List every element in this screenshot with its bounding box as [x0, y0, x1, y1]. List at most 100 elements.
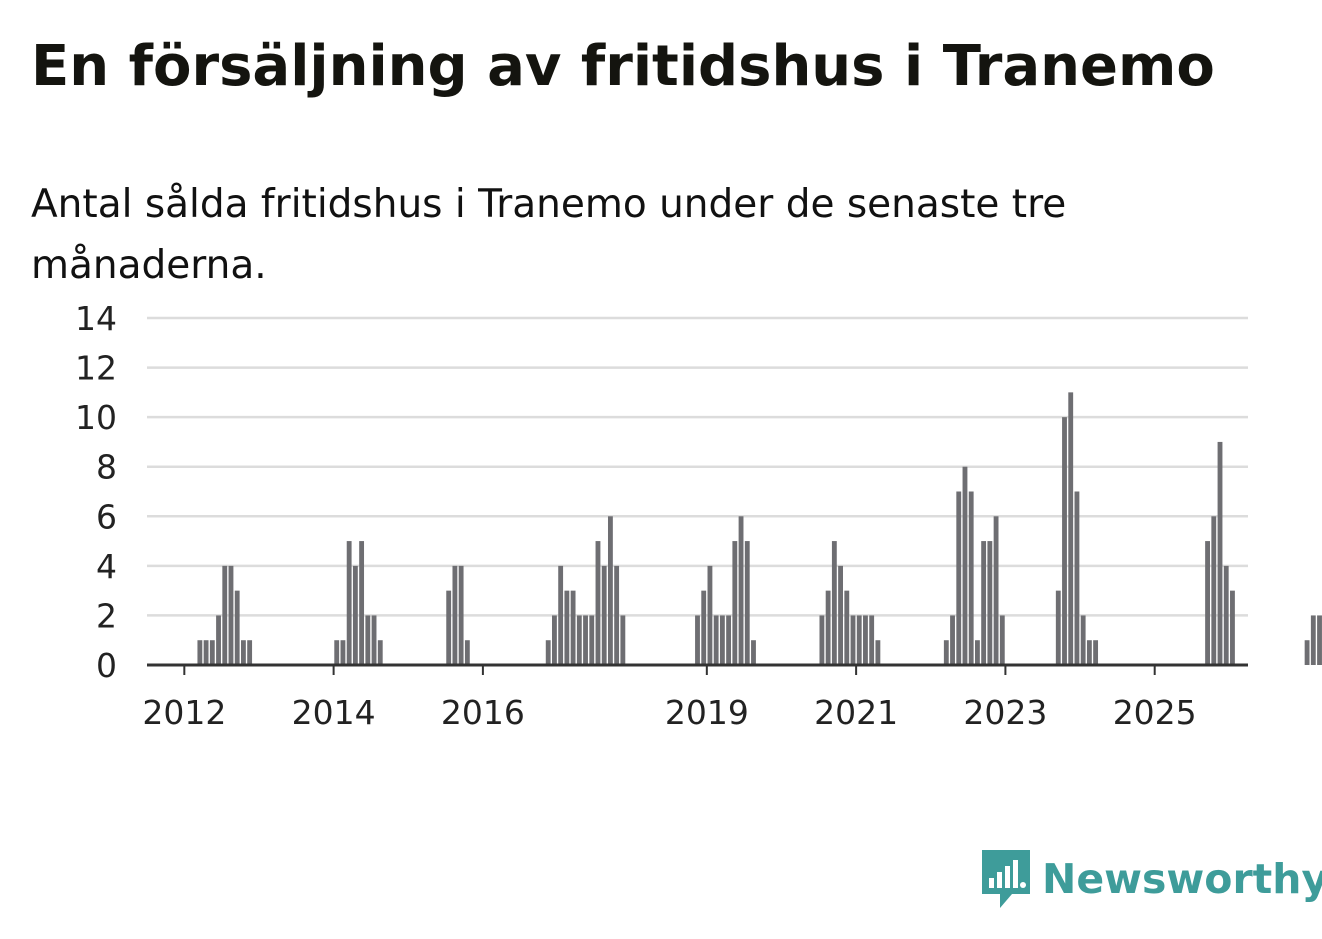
bar — [589, 615, 595, 665]
bar — [545, 640, 551, 665]
bar — [216, 615, 221, 665]
bar — [744, 541, 750, 665]
newsworthy-logo-icon — [982, 850, 1030, 908]
bar — [570, 590, 576, 665]
bar — [558, 565, 564, 665]
bar — [981, 541, 987, 665]
bar — [707, 565, 713, 665]
x-tick-label: 2021 — [814, 693, 898, 732]
newsworthy-logo: Newsworthy — [980, 848, 1322, 910]
bar — [601, 565, 607, 665]
bar — [831, 541, 837, 665]
bar — [209, 640, 215, 665]
bar — [974, 640, 980, 665]
bar — [1062, 417, 1067, 665]
bar — [726, 615, 732, 665]
bar — [732, 541, 738, 665]
bar — [240, 640, 246, 665]
bar — [576, 615, 582, 665]
bar — [1086, 640, 1092, 665]
x-tick-label: 2014 — [292, 693, 376, 732]
bar — [346, 541, 352, 665]
bar — [1230, 590, 1235, 665]
bar — [1055, 590, 1061, 665]
y-tick-label: 14 — [75, 299, 117, 338]
bar — [377, 640, 383, 665]
x-tick-label: 2012 — [142, 693, 226, 732]
chart-subtitle: Antal sålda fritidshus i Tranemo under d… — [31, 182, 1067, 288]
newsworthy-logo-text: Newsworthy — [1042, 855, 1322, 903]
bar — [340, 640, 346, 665]
bar — [956, 491, 962, 665]
y-tick-label: 6 — [96, 497, 117, 536]
bar — [856, 615, 862, 665]
chart-title: En försäljning av fritidshus i Tranemo — [31, 34, 1215, 99]
bar — [701, 590, 707, 665]
bar — [564, 590, 570, 665]
bar — [875, 640, 881, 665]
bar — [247, 640, 253, 665]
bar — [968, 491, 974, 665]
bar — [751, 640, 756, 665]
bar — [234, 590, 240, 665]
bar — [228, 565, 234, 665]
bar — [838, 565, 843, 665]
bar — [359, 541, 365, 665]
bar — [993, 516, 999, 665]
bar — [365, 615, 371, 665]
bar — [1068, 392, 1074, 665]
bar — [620, 615, 626, 665]
y-tick-label: 10 — [75, 398, 117, 437]
bar — [1205, 541, 1210, 665]
bar — [1317, 615, 1322, 665]
bar — [950, 615, 955, 665]
bar — [1093, 640, 1099, 665]
bar — [452, 565, 458, 665]
bar — [863, 615, 868, 665]
bar — [197, 640, 203, 665]
bar — [850, 615, 856, 665]
bar — [352, 565, 358, 665]
bar — [614, 565, 620, 665]
bar — [1217, 441, 1223, 665]
bar — [738, 516, 744, 665]
bar — [334, 640, 340, 665]
bar — [999, 615, 1005, 665]
bar — [607, 516, 613, 665]
x-tick-label: 2023 — [963, 693, 1047, 732]
bar — [446, 590, 452, 665]
bar — [203, 640, 209, 665]
bar — [458, 565, 464, 665]
x-tick-label: 2019 — [665, 693, 749, 732]
bar — [1211, 516, 1217, 665]
y-tick-label: 2 — [96, 596, 117, 635]
bar — [825, 590, 831, 665]
y-tick-label: 8 — [96, 448, 117, 487]
bar — [987, 541, 993, 665]
y-tick-label: 12 — [75, 349, 117, 388]
bar — [1080, 615, 1086, 665]
bar — [583, 615, 588, 665]
bar — [464, 640, 470, 665]
bar — [943, 640, 949, 665]
bar — [1310, 615, 1316, 665]
bar — [595, 541, 601, 665]
bar — [1223, 565, 1229, 665]
bar — [1074, 491, 1080, 665]
bar — [222, 565, 228, 665]
x-tick-label: 2025 — [1113, 693, 1197, 732]
bar-chart: 0246810121420122014201620192021202320251 — [75, 299, 1322, 732]
bar — [552, 615, 557, 665]
bar — [819, 615, 825, 665]
y-tick-label: 0 — [96, 646, 117, 685]
bar — [695, 615, 700, 665]
bar — [962, 466, 968, 665]
bar — [1304, 640, 1310, 665]
bar — [844, 590, 850, 665]
bar — [869, 615, 875, 665]
bar — [713, 615, 719, 665]
x-tick-label: 2016 — [441, 693, 525, 732]
bar — [371, 615, 377, 665]
y-tick-label: 4 — [96, 547, 117, 586]
bar — [719, 615, 725, 665]
